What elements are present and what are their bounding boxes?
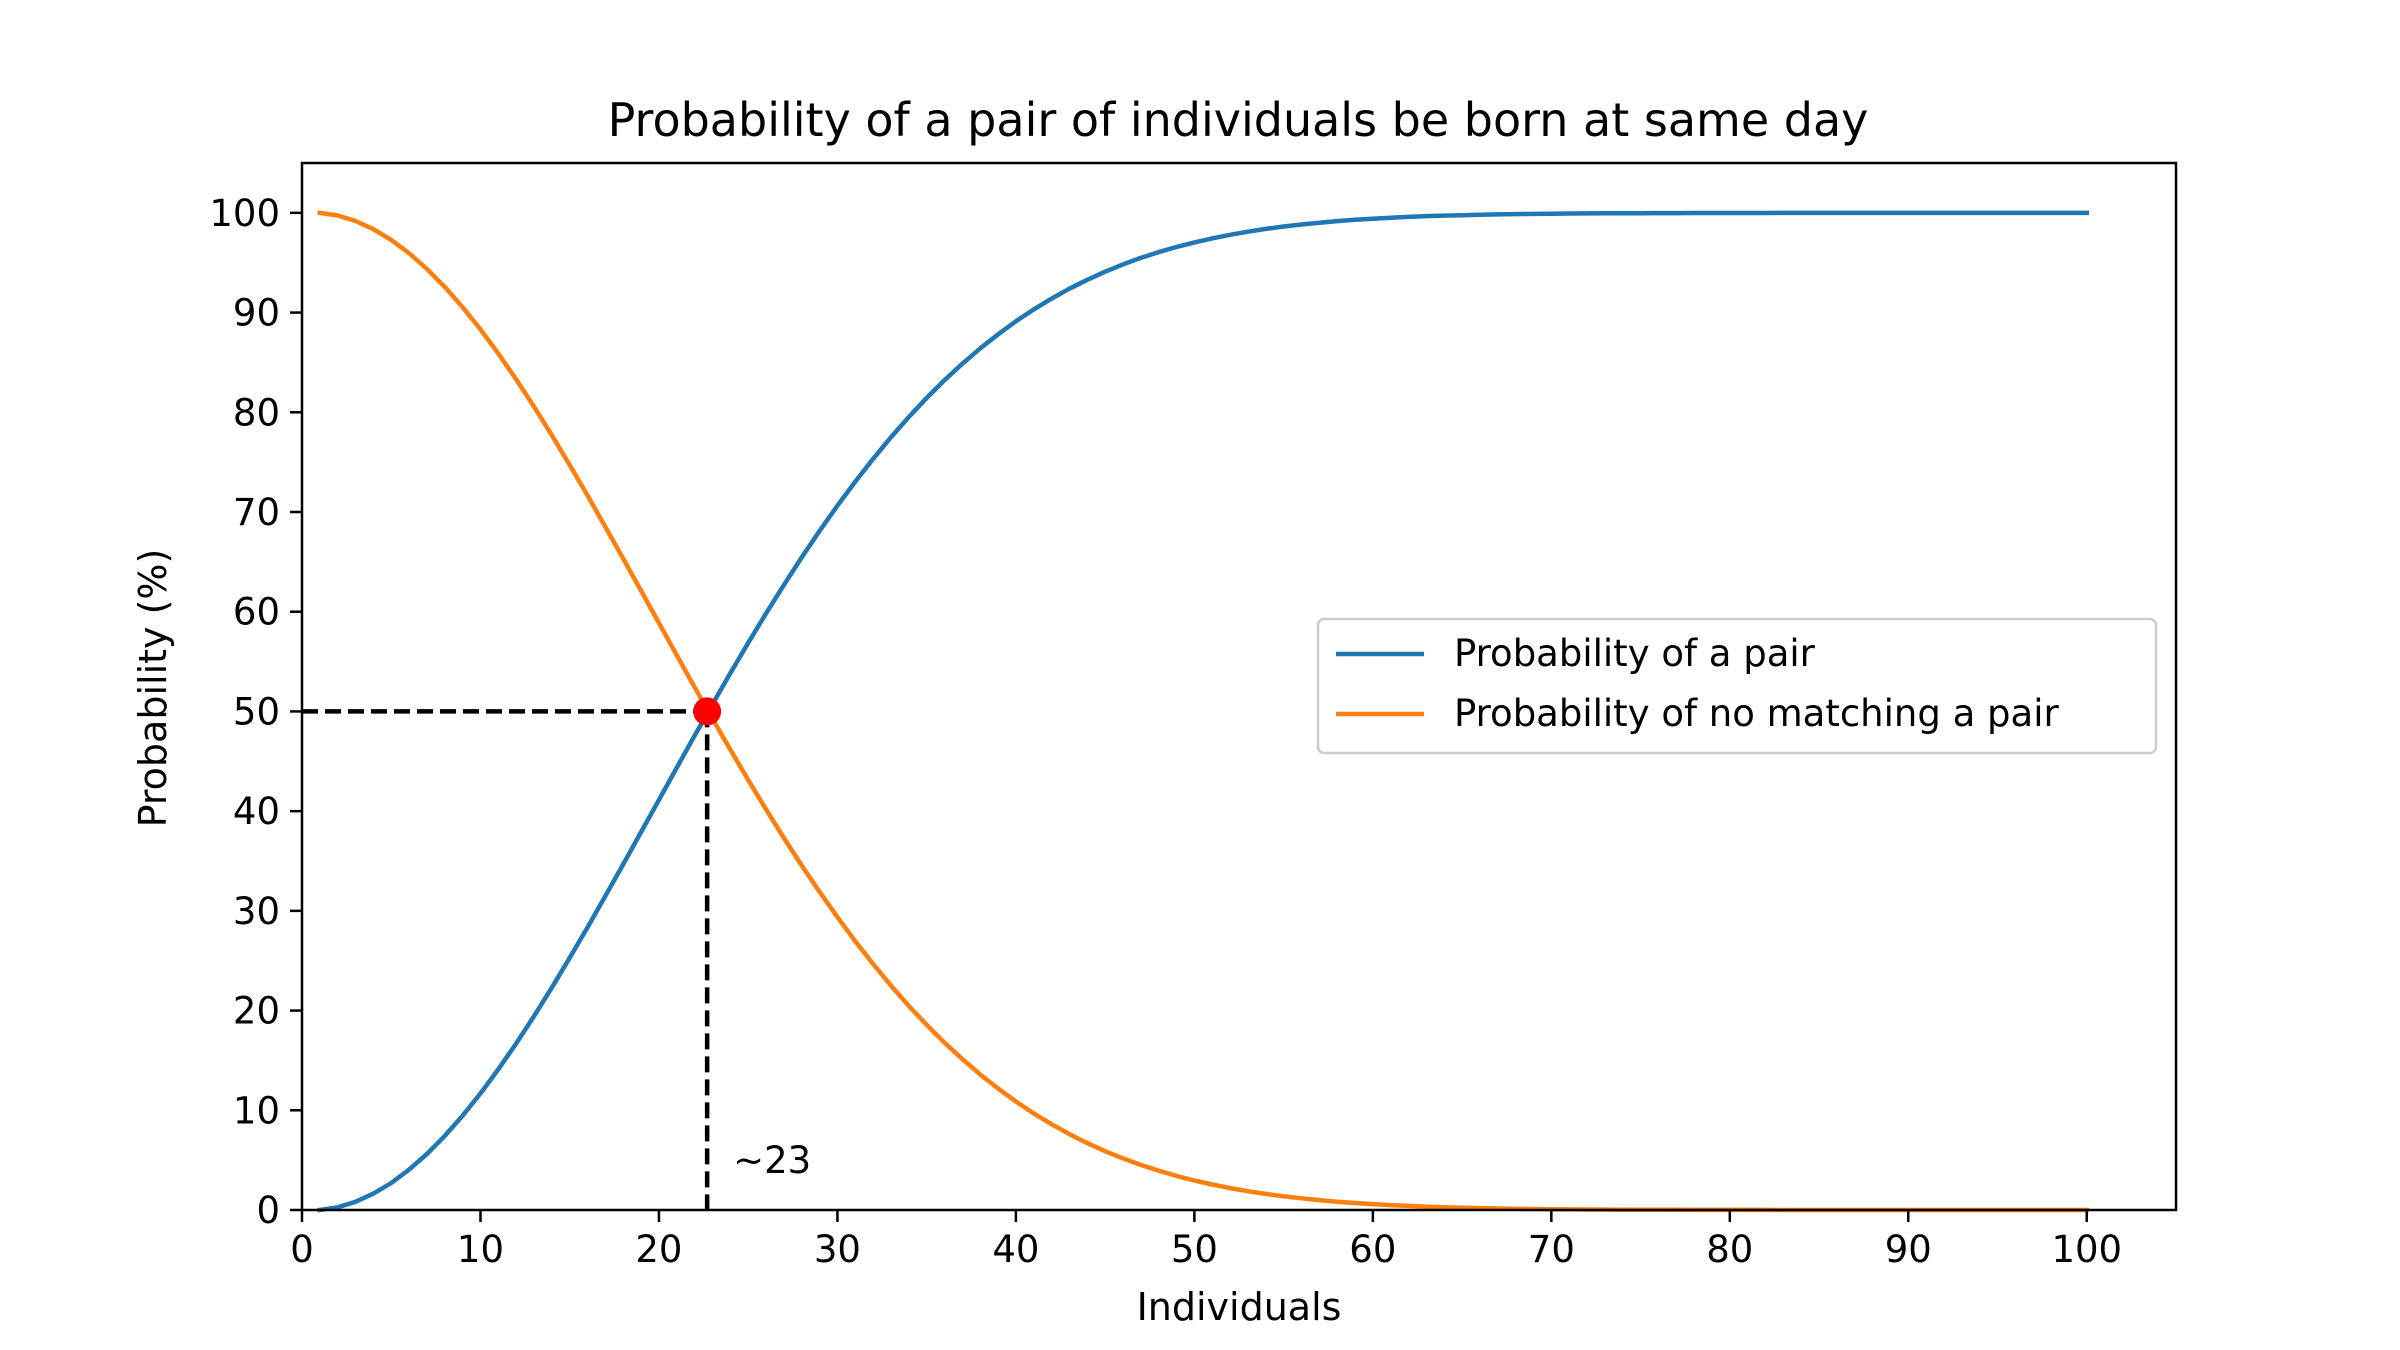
x-tick-label: 10 <box>457 1228 504 1271</box>
legend: Probability of a pair Probability of no … <box>1316 617 2158 755</box>
y-tick-label: 20 <box>233 990 280 1033</box>
x-tick-label: 80 <box>1706 1228 1753 1271</box>
plot-frame <box>300 161 2178 1212</box>
y-tick-label: 60 <box>233 591 280 634</box>
axes-ticks: 0 10 20 30 40 50 60 70 80 90 100 0 10 20 30 40 50 60 70 80 9… <box>209 192 2122 1271</box>
intersection-point <box>693 697 722 726</box>
annotation-label: ~23 <box>733 1139 811 1182</box>
legend-box <box>1316 617 2158 755</box>
x-tick-label: 20 <box>635 1228 682 1271</box>
y-tick-label: 100 <box>209 192 280 235</box>
y-tick-label: 70 <box>233 491 280 534</box>
legend-label-no-match: Probability of no matching a pair <box>1454 692 2059 735</box>
y-tick-label: 40 <box>233 790 280 833</box>
y-tick-label: 30 <box>233 890 280 933</box>
y-axis-label: Probability (%) <box>131 549 175 828</box>
x-tick-label: 70 <box>1528 1228 1575 1271</box>
chart-title: Probability of a pair of individuals be … <box>608 93 1869 147</box>
x-tick-label: 0 <box>290 1228 314 1271</box>
x-axis-label: Individuals <box>1137 1285 1342 1329</box>
x-tick-label: 60 <box>1349 1228 1396 1271</box>
x-tick-label: 100 <box>2051 1228 2122 1271</box>
legend-label-pair: Probability of a pair <box>1454 632 1816 675</box>
x-tick-label: 90 <box>1885 1228 1932 1271</box>
y-tick-label: 10 <box>233 1089 280 1132</box>
series-line-0 <box>317 210 2090 1213</box>
y-tick-label: 50 <box>233 690 280 733</box>
x-tick-label: 30 <box>814 1228 861 1271</box>
x-tick-label: 40 <box>992 1228 1039 1271</box>
y-tick-label: 0 <box>256 1189 280 1232</box>
x-tick-label: 50 <box>1171 1228 1218 1271</box>
y-tick-label: 80 <box>233 391 280 434</box>
y-tick-label: 90 <box>233 292 280 335</box>
